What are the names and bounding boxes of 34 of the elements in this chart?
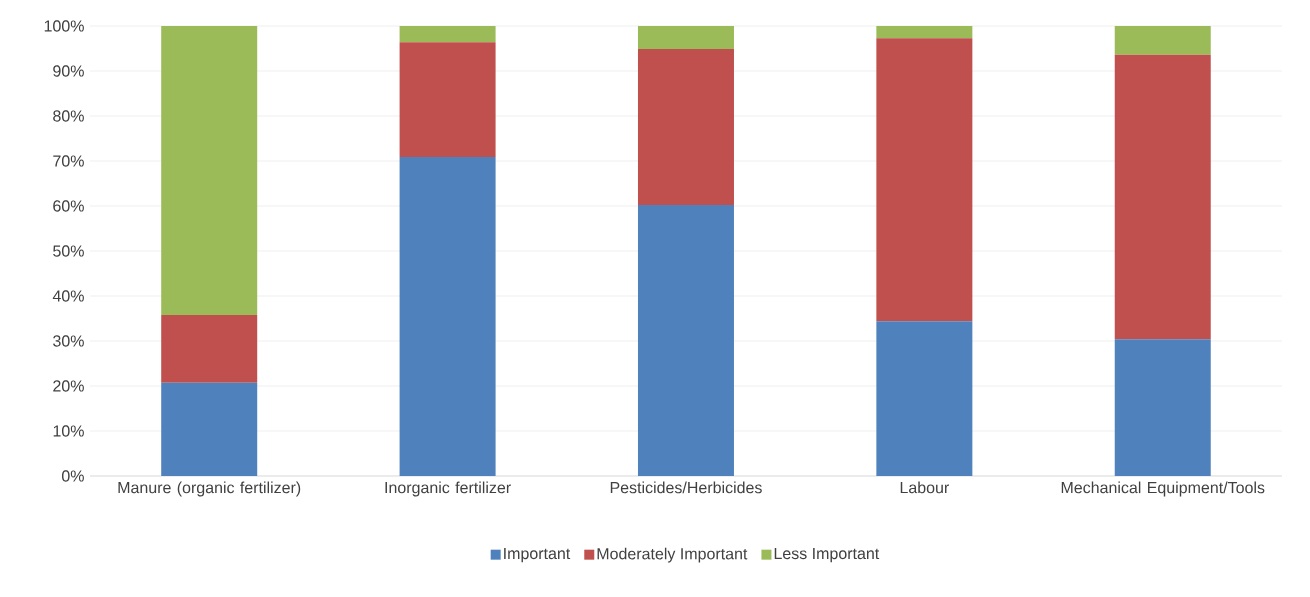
y-tick-label: 50% xyxy=(53,245,84,257)
bar xyxy=(161,25,258,315)
y-tick-label: 70% xyxy=(53,155,84,167)
y-tick-label: 40% xyxy=(52,290,84,302)
x-tick-label: Mechanical Equipment/Tools xyxy=(1061,481,1265,497)
x-tick-label: Manure (organic fertilizer) xyxy=(118,481,301,497)
x-tick-label: Labour xyxy=(900,481,949,494)
bar xyxy=(1114,54,1211,340)
legend-label: Less Important xyxy=(774,547,880,563)
bar xyxy=(637,48,734,206)
bar xyxy=(637,205,734,476)
y-tick-label: 80% xyxy=(53,110,84,122)
y-tick-label: 60% xyxy=(53,200,84,212)
y-tick-label: 90% xyxy=(53,65,84,77)
bar xyxy=(399,25,496,43)
bar xyxy=(1114,25,1211,55)
x-tick-label: Inorganic fertilizer xyxy=(385,481,511,497)
bar xyxy=(637,25,734,49)
bar xyxy=(1114,339,1211,476)
y-tick-label: 100% xyxy=(44,20,84,32)
x-tick-label: Pesticides/Herbicides xyxy=(610,481,762,494)
legend-label: Moderately Important xyxy=(597,547,748,563)
legend-label: Important xyxy=(504,547,571,563)
bar xyxy=(399,42,496,157)
bar xyxy=(876,38,973,322)
y-tick-label: 10% xyxy=(53,425,84,437)
y-tick-label: 0% xyxy=(61,470,84,482)
bar xyxy=(876,25,973,39)
y-tick-label: 30% xyxy=(53,335,84,347)
bar xyxy=(399,156,496,476)
y-tick-label: 20% xyxy=(53,380,84,392)
bar xyxy=(161,314,258,383)
bar xyxy=(161,382,258,476)
bar xyxy=(876,321,973,476)
